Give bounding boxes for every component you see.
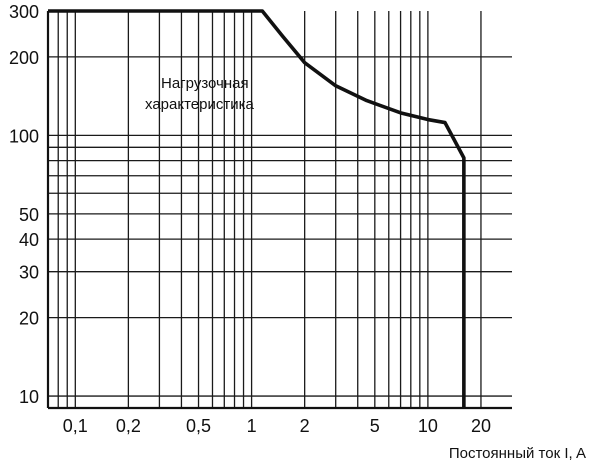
x-tick-label: 10 [418, 416, 438, 436]
series-line-load-characteristic [48, 9, 466, 408]
y-tick-label: 10 [19, 387, 39, 407]
series-layer [48, 9, 466, 408]
axes [46, 11, 512, 410]
x-tick-label: 0,1 [63, 416, 88, 436]
tick-labels: 10 20 30 40 50 100 200 300 0,1 0,2 0,5 1 2 5 10 20 [9, 2, 491, 436]
y-tick-label: 20 [19, 309, 39, 329]
y-tick-label: 30 [19, 263, 39, 283]
x-axis-label: Постоянный ток I, A [449, 445, 586, 462]
x-tick-label: 1 [247, 416, 257, 436]
x-tick-label: 2 [300, 416, 310, 436]
y-tick-label: 200 [9, 48, 39, 68]
y-tick-label: 100 [9, 126, 39, 146]
y-tick-label: 300 [9, 2, 39, 22]
y-tick-label: 40 [19, 230, 39, 250]
annotation-line-2: характеристика [145, 96, 254, 113]
x-tick-label: 0,5 [186, 416, 211, 436]
x-tick-label: 20 [471, 416, 491, 436]
grid [48, 11, 512, 408]
y-tick-label: 50 [19, 205, 39, 225]
x-tick-label: 5 [370, 416, 380, 436]
annotation-line-1: Нагрузочная [161, 75, 249, 92]
x-tick-label: 0,2 [116, 416, 141, 436]
